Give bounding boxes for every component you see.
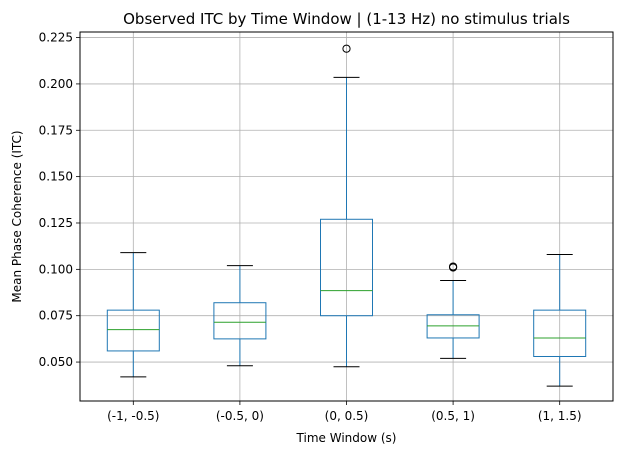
x-tick-label: (-0.5, 0) <box>216 409 264 423</box>
x-tick-label: (0, 0.5) <box>325 409 369 423</box>
x-axis-ticks: (-1, -0.5) (-0.5, 0) (0, 0.5) (0.5, 1) (1, 1… <box>107 401 582 423</box>
iqr-box <box>213 302 267 340</box>
y-tick-label: 0.050 <box>39 355 73 369</box>
y-tick-label: 0.150 <box>39 170 73 184</box>
y-tick-label: 0.175 <box>39 123 73 137</box>
y-tick-label: 0.200 <box>39 77 73 91</box>
iqr-box <box>320 218 373 317</box>
outlier-point <box>342 44 351 53</box>
y-tick-label: 0.125 <box>39 216 73 230</box>
chart-title: Observed ITC by Time Window | (1-13 Hz) … <box>123 10 570 28</box>
outlier-point <box>449 262 458 271</box>
y-tick-label: 0.225 <box>39 31 73 45</box>
x-tick-label: (-1, -0.5) <box>107 409 159 423</box>
iqr-box <box>106 309 160 352</box>
x-tick-label: (1, 1.5) <box>538 409 582 423</box>
box-series <box>106 44 587 387</box>
y-tick-label: 0.100 <box>39 262 73 276</box>
y-tick-label: 0.075 <box>39 309 73 323</box>
y-axis-label: Mean Phase Coherence (ITC) <box>10 130 24 302</box>
x-tick-label: (0.5, 1) <box>431 409 475 423</box>
x-axis-label: Time Window (s) <box>296 431 397 445</box>
y-axis-ticks: 0.050 0.075 0.100 0.125 0.150 0.175 0.200 0.225 <box>39 31 80 369</box>
iqr-box <box>533 309 587 357</box>
